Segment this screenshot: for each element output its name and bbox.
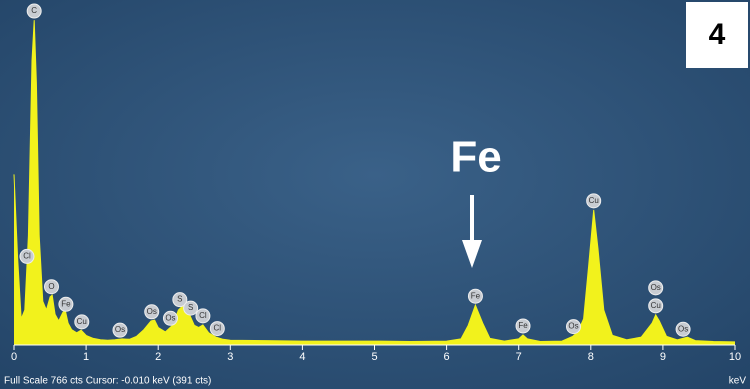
peak-label: C — [31, 6, 37, 15]
peak-label: Os — [165, 313, 175, 322]
peak-label: Fe — [471, 291, 481, 300]
peak-label: Os — [147, 307, 157, 316]
peak-label: Os — [115, 325, 125, 334]
chart: 4 Fe Full Scale 766 cts Cursor: -0.010 k… — [0, 0, 750, 389]
x-tick-label: 10 — [729, 351, 741, 363]
peak-label: Cl — [199, 311, 207, 320]
peak-label: Os — [678, 324, 688, 333]
x-tick-label: 8 — [588, 351, 594, 363]
peak-label: Os — [568, 322, 578, 331]
x-tick-label: 7 — [516, 351, 522, 363]
peak-label: Cu — [589, 196, 599, 205]
peak-label: Fe — [61, 299, 71, 308]
peak-label: Fe — [518, 321, 528, 330]
peak-label: S — [188, 303, 193, 312]
peak-label: O — [48, 282, 54, 291]
status-text: Full Scale 766 cts Cursor: -0.010 keV (3… — [4, 376, 211, 387]
x-tick-label: 0 — [11, 351, 17, 363]
peak-label: Os — [651, 283, 661, 292]
x-tick-label: 1 — [83, 351, 89, 363]
x-tick-label: 6 — [444, 351, 450, 363]
panel-label: 4 — [709, 18, 726, 51]
x-tick-label: 5 — [371, 351, 377, 363]
peak-label: Cl — [23, 252, 31, 261]
x-tick-label: 2 — [155, 351, 161, 363]
x-unit: keV — [729, 376, 747, 387]
x-tick-label: 3 — [227, 351, 233, 363]
x-tick-label: 4 — [299, 351, 305, 363]
peak-label: Cu — [651, 301, 661, 310]
peak-label: S — [177, 295, 182, 304]
peak-label: Cl — [214, 324, 222, 333]
annotation: Fe — [450, 133, 501, 182]
x-tick-label: 9 — [660, 351, 666, 363]
background — [0, 0, 750, 389]
peak-label: Cu — [77, 317, 87, 326]
